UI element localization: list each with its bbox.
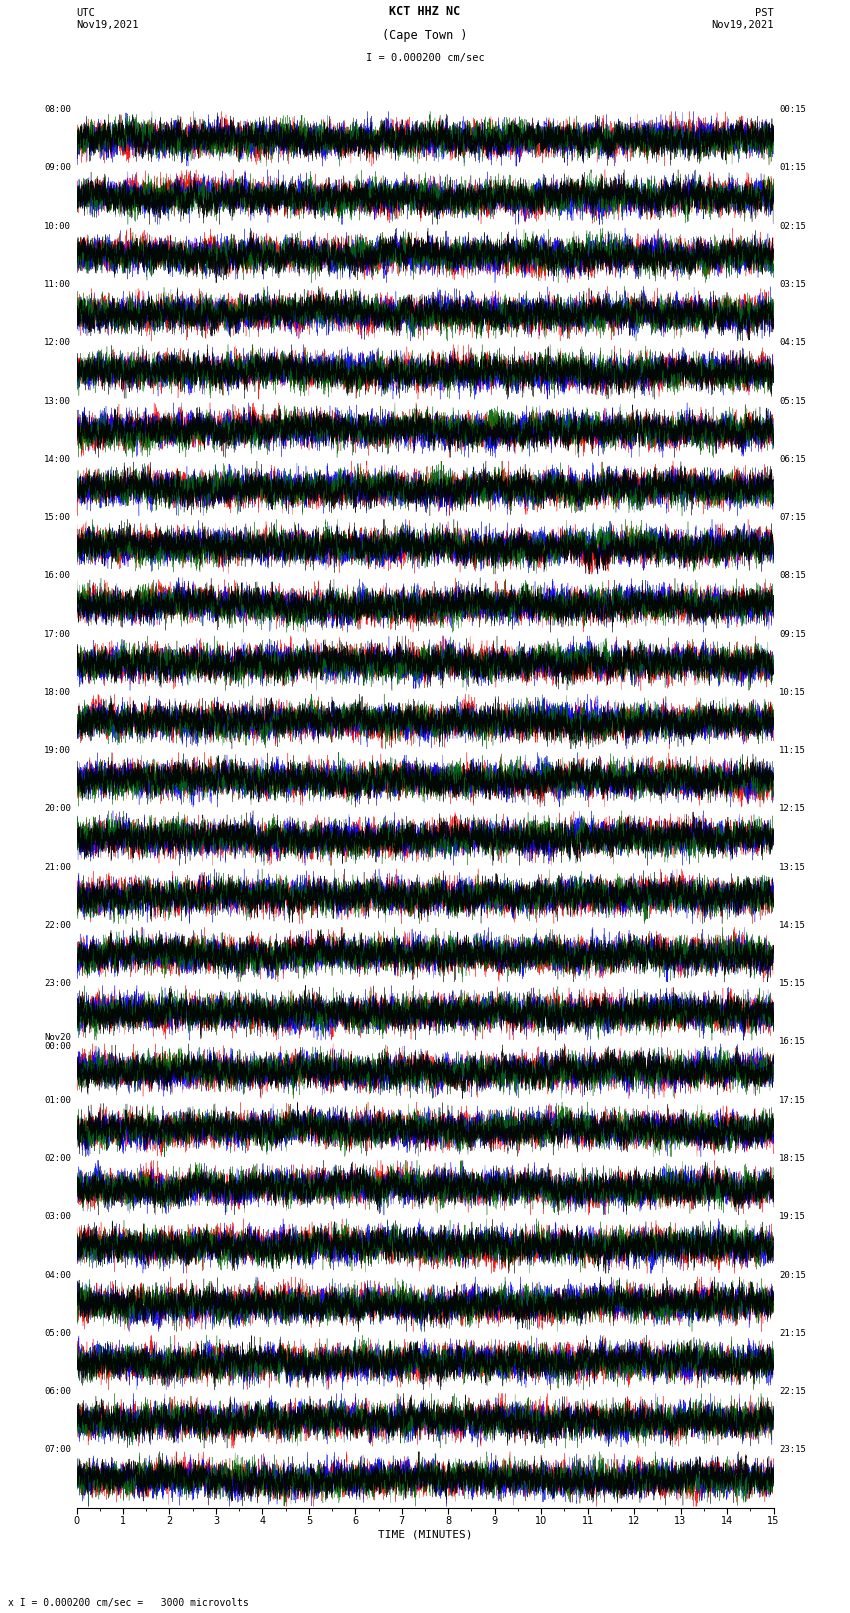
Text: 03:15: 03:15 [779, 281, 806, 289]
Text: 09:15: 09:15 [779, 629, 806, 639]
Text: 15:15: 15:15 [779, 979, 806, 989]
Text: 07:00: 07:00 [44, 1445, 71, 1455]
Text: KCT HHZ NC: KCT HHZ NC [389, 5, 461, 18]
Text: 10:00: 10:00 [44, 221, 71, 231]
Text: 11:00: 11:00 [44, 281, 71, 289]
Text: 17:00: 17:00 [44, 629, 71, 639]
Text: 23:00: 23:00 [44, 979, 71, 989]
Text: 06:00: 06:00 [44, 1387, 71, 1397]
Text: 18:15: 18:15 [779, 1153, 806, 1163]
Text: 16:00: 16:00 [44, 571, 71, 581]
Text: 10:15: 10:15 [779, 687, 806, 697]
Text: 17:15: 17:15 [779, 1095, 806, 1105]
X-axis label: TIME (MINUTES): TIME (MINUTES) [377, 1529, 473, 1539]
Text: I = 0.000200 cm/sec: I = 0.000200 cm/sec [366, 53, 484, 63]
Text: 21:00: 21:00 [44, 863, 71, 871]
Text: 02:15: 02:15 [779, 221, 806, 231]
Text: 21:15: 21:15 [779, 1329, 806, 1337]
Text: 22:00: 22:00 [44, 921, 71, 931]
Text: 20:00: 20:00 [44, 805, 71, 813]
Text: 04:15: 04:15 [779, 339, 806, 347]
Text: 19:00: 19:00 [44, 747, 71, 755]
Text: 20:15: 20:15 [779, 1271, 806, 1279]
Text: 09:00: 09:00 [44, 163, 71, 173]
Text: 12:15: 12:15 [779, 805, 806, 813]
Text: 08:15: 08:15 [779, 571, 806, 581]
Text: 14:15: 14:15 [779, 921, 806, 931]
Text: 12:00: 12:00 [44, 339, 71, 347]
Text: 06:15: 06:15 [779, 455, 806, 465]
Text: 05:15: 05:15 [779, 397, 806, 405]
Text: 15:00: 15:00 [44, 513, 71, 523]
Text: 04:00: 04:00 [44, 1271, 71, 1279]
Text: 08:00: 08:00 [44, 105, 71, 115]
Text: 01:00: 01:00 [44, 1095, 71, 1105]
Text: x I = 0.000200 cm/sec =   3000 microvolts: x I = 0.000200 cm/sec = 3000 microvolts [8, 1598, 249, 1608]
Text: 13:00: 13:00 [44, 397, 71, 405]
Text: 13:15: 13:15 [779, 863, 806, 871]
Text: 18:00: 18:00 [44, 687, 71, 697]
Text: 07:15: 07:15 [779, 513, 806, 523]
Text: 23:15: 23:15 [779, 1445, 806, 1455]
Text: 16:15: 16:15 [779, 1037, 806, 1047]
Text: 11:15: 11:15 [779, 747, 806, 755]
Text: 02:00: 02:00 [44, 1153, 71, 1163]
Text: 14:00: 14:00 [44, 455, 71, 465]
Text: 03:00: 03:00 [44, 1213, 71, 1221]
Text: 22:15: 22:15 [779, 1387, 806, 1397]
Text: Nov20
00:00: Nov20 00:00 [44, 1034, 71, 1050]
Text: 05:00: 05:00 [44, 1329, 71, 1337]
Text: 01:15: 01:15 [779, 163, 806, 173]
Text: 00:15: 00:15 [779, 105, 806, 115]
Text: UTC
Nov19,2021: UTC Nov19,2021 [76, 8, 139, 31]
Text: 19:15: 19:15 [779, 1213, 806, 1221]
Text: (Cape Town ): (Cape Town ) [382, 29, 468, 42]
Text: PST
Nov19,2021: PST Nov19,2021 [711, 8, 774, 31]
